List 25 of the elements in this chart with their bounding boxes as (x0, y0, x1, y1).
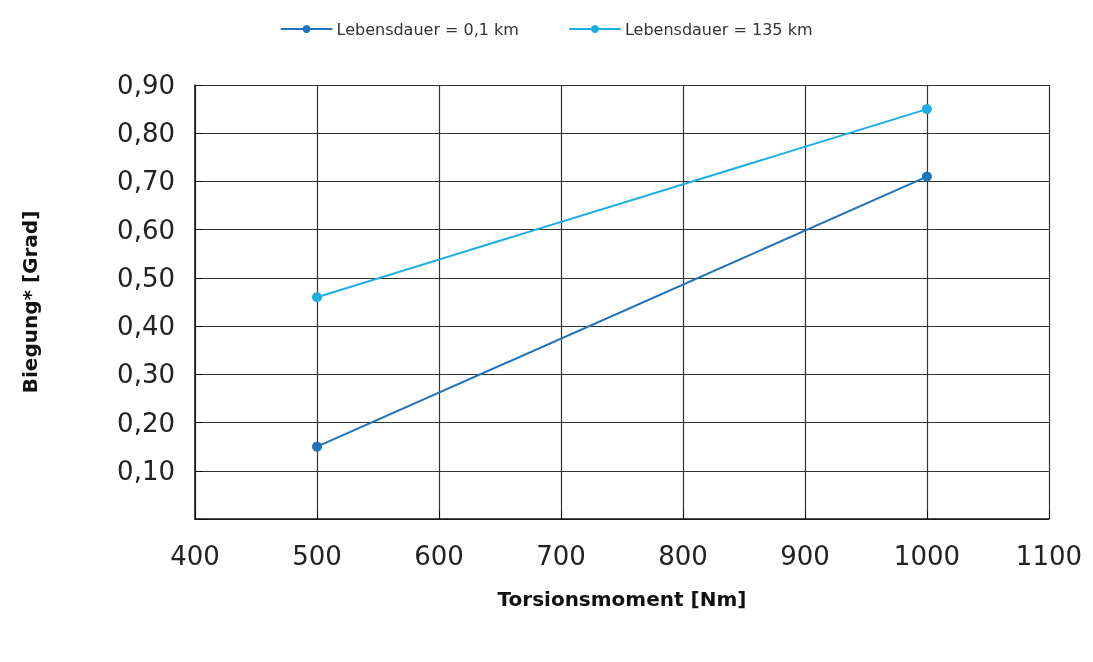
x-tick-label: 700 (536, 541, 586, 571)
y-tick-label: 0,90 (117, 70, 175, 100)
x-tick-label: 1000 (893, 541, 961, 571)
y-tick-label: 0,80 (117, 118, 175, 149)
point (312, 441, 322, 452)
y-tick-label: 0,40 (117, 311, 175, 342)
y-tick-label: 0,20 (117, 407, 175, 438)
x-tick-label: 900 (780, 541, 830, 571)
x-axis-title: Torsionsmoment [Nm] (497, 587, 747, 611)
legend-label: Lebensdauer = 0,1 km (336, 19, 519, 39)
x-tick-label: 500 (292, 541, 342, 571)
x-tick-label: 600 (414, 541, 464, 571)
y-tick-label: 0,30 (117, 359, 175, 390)
y-tick-label: 0,70 (117, 166, 175, 197)
point (921, 171, 932, 182)
y-tick-label: 0,10 (117, 455, 175, 486)
point (312, 292, 322, 303)
x-tick-label: 800 (658, 541, 708, 571)
y-tick-label: 0,50 (117, 262, 175, 293)
y-axis-title: Biegung* [Grad] (18, 210, 42, 394)
y-tick-label: 0,60 (117, 214, 175, 245)
legend-label: Lebensdauer = 135 km (624, 19, 813, 39)
x-tick-label: 400 (170, 541, 220, 571)
x-tick-label: 1100 (1015, 541, 1082, 571)
point (921, 104, 932, 115)
